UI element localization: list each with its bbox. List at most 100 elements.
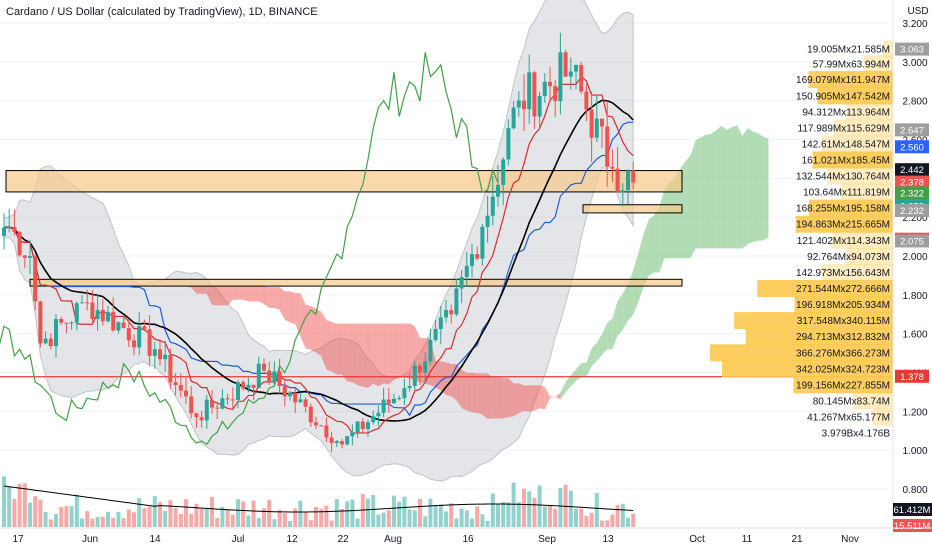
candle-body bbox=[225, 398, 230, 400]
volume-profile-label: 3.979Bx4.176B bbox=[822, 429, 891, 440]
volume-profile-label: 121.402Mx114.343M bbox=[797, 236, 890, 247]
volume-bar bbox=[574, 508, 578, 527]
cloud-segment bbox=[461, 369, 467, 411]
candle-body bbox=[334, 441, 339, 444]
candle-body bbox=[282, 385, 287, 397]
candle-body bbox=[511, 107, 516, 129]
cloud-segment bbox=[472, 372, 478, 413]
volume-bar bbox=[12, 498, 17, 527]
volume-bar bbox=[558, 488, 563, 527]
volume-profile-bar bbox=[864, 55, 893, 73]
cloud-segment bbox=[747, 128, 753, 245]
candle-body bbox=[194, 413, 199, 418]
price-tick-label: 0.800 bbox=[902, 485, 927, 496]
volume-profile-label: 194.863Mx215.665M bbox=[796, 220, 890, 231]
volume-bar bbox=[69, 506, 74, 527]
price-badge-label: 2.378 bbox=[900, 178, 924, 189]
cloud-segment bbox=[222, 286, 228, 306]
candle-body bbox=[459, 277, 464, 289]
cloud-segment bbox=[316, 308, 322, 357]
volume-bar bbox=[7, 486, 12, 527]
volume-bar bbox=[178, 513, 183, 527]
candle-body bbox=[522, 100, 526, 110]
price-badge bbox=[895, 175, 929, 189]
volume-bar bbox=[548, 505, 552, 527]
cloud-segment bbox=[648, 215, 654, 276]
volume-profile-label: 80.145Mx83.74M bbox=[813, 396, 890, 407]
candle-body bbox=[246, 384, 251, 389]
cloud-segment bbox=[607, 318, 613, 350]
volume-bar bbox=[428, 498, 433, 527]
time-tick-label: Sep bbox=[538, 534, 556, 545]
volume-bar bbox=[496, 503, 500, 527]
candle-body bbox=[340, 441, 344, 445]
volume-bar bbox=[43, 511, 48, 527]
cloud-segment bbox=[284, 291, 290, 323]
candle-body bbox=[568, 71, 573, 77]
volume-profile-label: 271.544Mx272.666M bbox=[796, 284, 890, 295]
support-resistance-zone bbox=[5, 170, 683, 193]
candle-body bbox=[438, 317, 443, 329]
volume-profile: 19.005Mx21.585M 57.99Mx63.994M 169.079Mx16… bbox=[709, 40, 893, 440]
candle-body bbox=[126, 328, 131, 341]
volume-bar bbox=[553, 508, 558, 527]
cloud-segment bbox=[295, 293, 301, 337]
volume-bar bbox=[589, 512, 594, 527]
cloud-segment bbox=[258, 286, 264, 304]
cloud-segment bbox=[212, 286, 218, 306]
candle-body bbox=[220, 398, 225, 409]
cloud-segment bbox=[555, 392, 561, 400]
volume-bar bbox=[2, 476, 6, 527]
volume-badge bbox=[893, 519, 932, 532]
volume-profile-label: 168.255Mx195.158M bbox=[796, 204, 890, 215]
price-badge bbox=[895, 163, 929, 177]
volume-bar bbox=[475, 506, 480, 527]
cloud-segment bbox=[466, 372, 472, 413]
price-axis: USD3.2003.0002.8002.6002.4002.2002.0001.… bbox=[892, 0, 932, 532]
time-tick-label: 22 bbox=[337, 534, 349, 545]
candle-body bbox=[605, 126, 610, 167]
cloud-segment bbox=[357, 323, 363, 387]
volume-profile-label: 142.973Mx156.643M bbox=[796, 268, 890, 279]
candle-body bbox=[142, 326, 147, 330]
candle-body bbox=[574, 64, 578, 72]
volume-bar bbox=[152, 496, 157, 527]
time-tick-label: Oct bbox=[689, 534, 705, 545]
candle-body bbox=[433, 328, 438, 340]
volume-bar bbox=[199, 508, 204, 527]
price-badge-label: 3.063 bbox=[900, 45, 924, 56]
volume-bar bbox=[620, 503, 625, 527]
volume-bar bbox=[267, 499, 272, 527]
candle-body bbox=[428, 339, 433, 362]
candle-body bbox=[610, 166, 615, 169]
candle-body bbox=[418, 365, 422, 373]
candle-body bbox=[251, 384, 256, 388]
cloud-segment bbox=[758, 133, 764, 241]
cloud-segment bbox=[388, 323, 394, 385]
chikou-span-line bbox=[0, 52, 499, 446]
volume-bar bbox=[33, 496, 38, 527]
candle-body bbox=[111, 311, 116, 331]
candle-body bbox=[615, 168, 620, 193]
volume-bar bbox=[85, 511, 90, 527]
volume-bar bbox=[516, 502, 521, 527]
volume-bar bbox=[48, 519, 53, 527]
candle-body bbox=[449, 310, 454, 315]
volume-bar bbox=[340, 508, 344, 527]
cloud-segment bbox=[622, 284, 628, 331]
cloud-segment bbox=[378, 323, 384, 387]
time-tick-label: Jun bbox=[82, 534, 98, 545]
candle-body bbox=[54, 319, 58, 347]
price-badge bbox=[895, 234, 929, 248]
candle-body bbox=[85, 302, 90, 304]
volume-bar bbox=[184, 499, 188, 527]
volume-profile-label: 117.989Mx115.629M bbox=[798, 123, 890, 134]
candle-body bbox=[480, 226, 485, 259]
candle-body bbox=[506, 128, 511, 160]
candle-body bbox=[241, 382, 246, 389]
volume-profile-label: 57.99Mx63.994M bbox=[813, 59, 890, 70]
volume-badge-label: 15.511M bbox=[894, 521, 930, 532]
volume-bar bbox=[262, 508, 266, 527]
price-badge-label: 2.442 bbox=[900, 165, 924, 176]
